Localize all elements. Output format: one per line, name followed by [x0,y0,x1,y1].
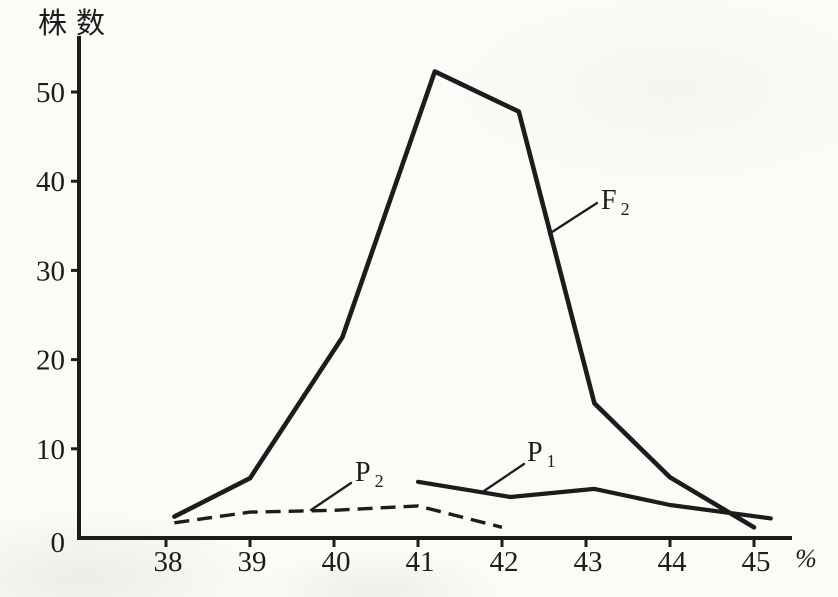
curve-F2 [172,69,757,530]
x-tick-label: 38 [154,546,183,578]
x-tick-label: 41 [406,546,435,578]
y-axis-title: 株数 [38,8,115,40]
axes-group [77,36,792,540]
x-tick-label: 43 [574,546,603,578]
y-tick-label: 50 [36,77,65,109]
y-tick-label: 20 [36,345,65,377]
y-tick-label: 0 [51,527,66,559]
x-axis-unit-label: % [795,544,817,573]
x-tick-label: 44 [658,546,688,578]
x-tick-label: 40 [322,546,351,578]
y-tick-label: 10 [36,434,65,466]
leader-line-P2 [309,481,353,512]
y-axis-ticks-group: 0 10 20 30 40 50 [36,77,79,559]
curve-P2 [174,504,503,529]
y-tick-label: 40 [36,166,65,198]
x-axis-ticks-group: 38 39 40 41 42 43 44 45% [154,538,817,578]
series-label-P2-sub: 2 [375,471,384,491]
series-label-F2-sub: 2 [621,199,630,219]
curve-P1 [415,479,773,521]
x-tick-label: 42 [490,546,519,578]
axis-lines [77,36,792,540]
y-tick-label: 30 [36,255,65,287]
series-label-P1-main: P [527,437,543,468]
series-label-P1-sub: 1 [547,451,556,471]
series-label-F2-main: F [601,185,617,216]
x-tick-label: 39 [238,546,267,578]
leader-line-P1 [482,462,526,493]
leader-line-F2 [547,201,599,236]
curves-group [172,69,773,530]
annotations-group: F 2P 1P 2 [309,185,630,512]
series-label-P2-main: P [355,457,371,488]
x-tick-label: 45 [742,546,771,578]
